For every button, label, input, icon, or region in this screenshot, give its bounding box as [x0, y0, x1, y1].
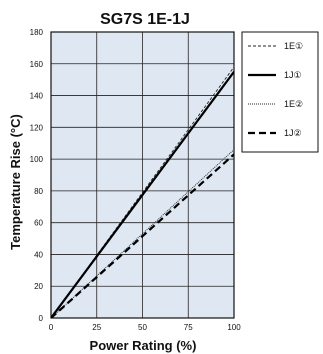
y-tick-label: 140 [30, 92, 44, 101]
series-line-4 [51, 153, 234, 318]
x-tick-label: 0 [49, 323, 54, 332]
y-axis-title: Temperature Rise (°C) [8, 114, 23, 250]
legend-label-2: 1J① [284, 70, 302, 80]
y-tick-label: 80 [34, 187, 43, 196]
x-axis-title: Power Rating (%) [90, 338, 197, 353]
y-tick-label: 100 [30, 155, 44, 164]
series-line-3 [51, 149, 234, 318]
y-tick-label: 20 [34, 282, 43, 291]
chart-title: SG7S 1E-1J [100, 11, 190, 28]
x-tick-label: 50 [138, 323, 147, 332]
x-tick-label: 25 [92, 323, 101, 332]
series-line-2 [51, 71, 234, 318]
legend-label-3: 1E② [284, 99, 303, 109]
y-tick-label: 60 [34, 219, 43, 228]
x-tick-label: 100 [227, 323, 241, 332]
y-tick-label: 120 [30, 123, 44, 132]
y-tick-label: 180 [30, 28, 44, 37]
legend-label-4: 1J② [284, 128, 302, 138]
plot-frame [50, 31, 235, 319]
legend-label-1: 1E① [284, 41, 303, 51]
x-tick-label: 75 [184, 323, 193, 332]
y-tick-label: 40 [34, 250, 43, 259]
y-tick-label: 160 [30, 60, 44, 69]
y-tick-label: 0 [39, 314, 44, 323]
